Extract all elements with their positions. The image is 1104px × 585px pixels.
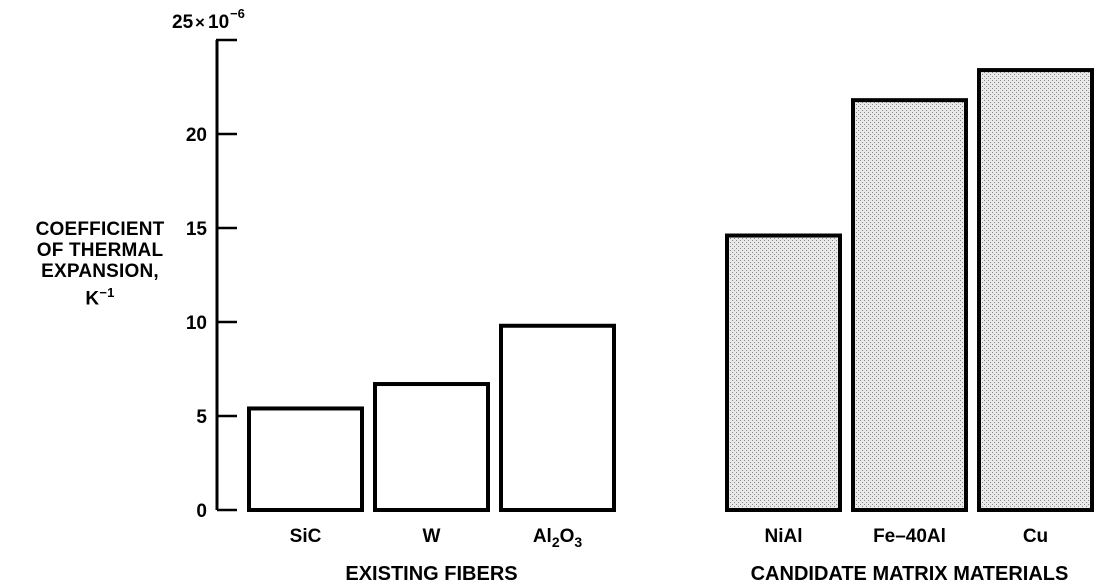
y-axis-label-unit: K−1 <box>0 282 200 309</box>
y-top-exponent: −6 <box>230 6 245 21</box>
bar-6 <box>977 68 1094 513</box>
x-tick-label: W <box>423 526 441 547</box>
bar-2 <box>373 382 490 513</box>
y-axis-unit-exponent: −1 <box>99 285 115 300</box>
y-top-base: 10 <box>208 12 229 33</box>
bar-5 <box>851 98 968 512</box>
x-tick-label: SiC <box>290 526 322 547</box>
y-ticks: 0 5 10 15 20 <box>186 38 237 522</box>
x-tick-label: Fe–40Al <box>873 526 946 547</box>
group-labels: EXISTING FIBERS CANDIDATE MATRIX MATERIAL… <box>345 563 1068 585</box>
bar-4 <box>725 233 842 513</box>
x-tick-label: Al2O3 <box>533 526 583 550</box>
y-tick-label: 5 <box>196 407 207 428</box>
bar-1 <box>247 406 364 513</box>
y-axis-unit: K <box>85 288 100 310</box>
y-axis-label-line-2: OF THERMAL <box>36 240 164 261</box>
y-top-mantissa: 25 <box>172 12 194 33</box>
y-tick-label: 20 <box>186 125 207 146</box>
group-label-1: EXISTING FIBERS <box>345 563 517 585</box>
y-tick-label: 0 <box>196 501 207 522</box>
y-top-times: × <box>195 13 205 32</box>
x-tick-labels: SiC W Al2O3 NiAl Fe–40Al Cu <box>290 526 1049 550</box>
group-label-2: CANDIDATE MATRIX MATERIALS <box>751 563 1069 585</box>
bars <box>247 68 1094 513</box>
y-tick-label: 10 <box>186 313 207 334</box>
y-axis-top-label: 25 × 10 −6 <box>172 6 245 33</box>
y-axis-label: COEFFICIENT OF THERMAL EXPANSION, K−1 <box>0 219 200 309</box>
y-axis-label-line-3: EXPANSION, <box>41 261 159 282</box>
x-tick-label: NiAl <box>765 526 803 547</box>
y-axis-label-line-1: COEFFICIENT <box>35 219 165 240</box>
x-tick-label: Cu <box>1023 526 1048 547</box>
y-tick-label: 15 <box>186 219 208 240</box>
bar-3 <box>499 323 616 513</box>
